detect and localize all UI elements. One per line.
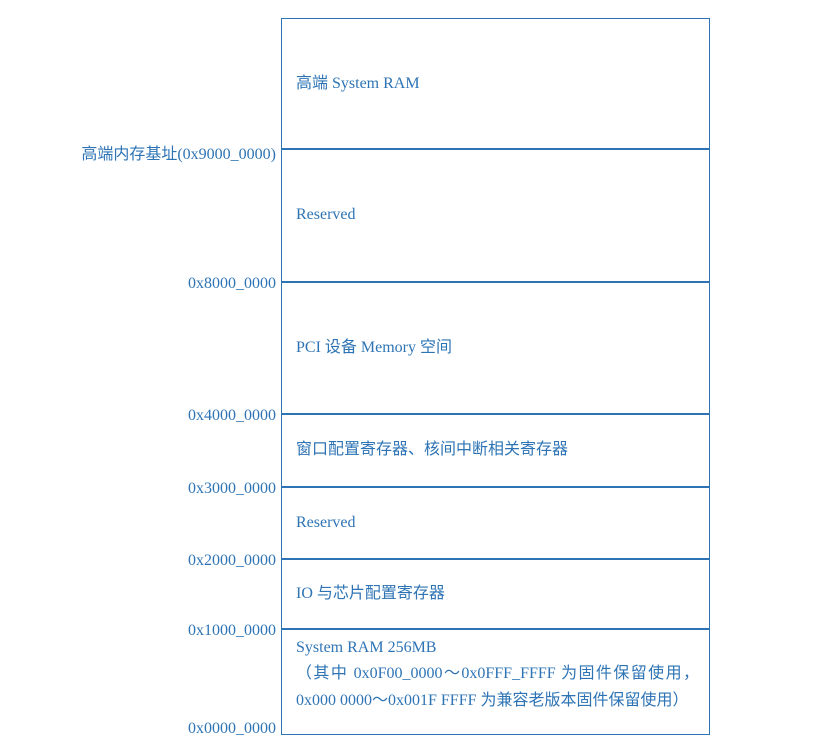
address-label: 0x4000_0000 bbox=[188, 407, 276, 425]
region-title: IO 与芯片配置寄存器 bbox=[296, 581, 709, 607]
memory-region: System RAM 256MB （其中 0x0F00_0000～0x0FFF_… bbox=[281, 628, 710, 735]
address-label: 0x1000_0000 bbox=[188, 622, 276, 640]
region-title: Reserved bbox=[296, 510, 709, 536]
memory-region: Reserved bbox=[281, 486, 710, 560]
region-title: PCI 设备 Memory 空间 bbox=[296, 335, 709, 361]
address-label: 0x0000_0000 bbox=[188, 720, 276, 738]
memory-region: PCI 设备 Memory 空间 bbox=[281, 281, 710, 415]
address-label: 0x8000_0000 bbox=[188, 275, 276, 293]
region-note: （其中 0x0F00_0000～0x0FFF_FFFF 为固件保留使用，0x00… bbox=[296, 661, 699, 714]
region-title: System RAM 256MB bbox=[296, 635, 699, 661]
region-title: 窗口配置寄存器、核间中断相关寄存器 bbox=[296, 437, 709, 463]
memory-region: Reserved bbox=[281, 148, 710, 283]
address-label: 0x2000_0000 bbox=[188, 552, 276, 570]
memory-map-diagram: 高端内存基址(0x9000_0000) 0x8000_0000 0x4000_0… bbox=[0, 0, 836, 747]
address-label: 高端内存基址(0x9000_0000) bbox=[81, 140, 276, 164]
memory-region: IO 与芯片配置寄存器 bbox=[281, 558, 710, 630]
region-title: Reserved bbox=[296, 202, 709, 228]
memory-region: 窗口配置寄存器、核间中断相关寄存器 bbox=[281, 413, 710, 488]
memory-region: 高端 System RAM bbox=[281, 18, 710, 150]
address-label: 0x3000_0000 bbox=[188, 480, 276, 498]
region-title: 高端 System RAM bbox=[296, 71, 709, 97]
